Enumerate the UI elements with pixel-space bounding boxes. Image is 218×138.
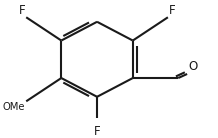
Text: OMe: OMe (3, 102, 25, 112)
Text: O: O (188, 60, 197, 73)
Text: F: F (94, 125, 100, 138)
Text: F: F (169, 4, 175, 17)
Text: F: F (19, 4, 25, 17)
